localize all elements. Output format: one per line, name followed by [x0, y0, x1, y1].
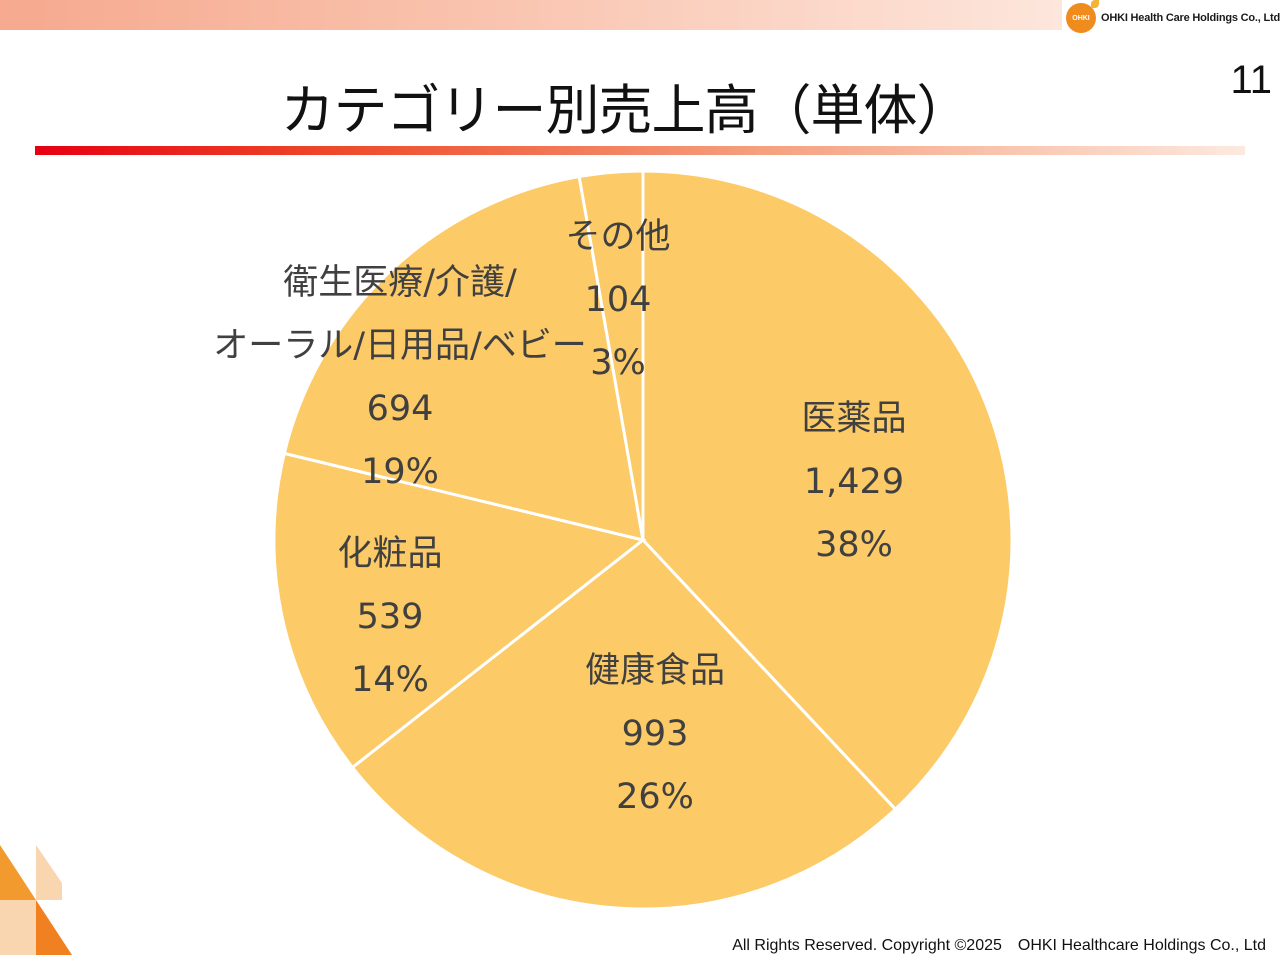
slice-name-2: 健康食品	[585, 651, 725, 691]
copyright-footer: All Rights Reserved. Copyright ©2025 OHK…	[732, 937, 1266, 954]
slice-value-4: 694	[367, 389, 434, 429]
slice-name-4: 衛生医療/介護/	[283, 263, 517, 303]
header-band	[0, 0, 1062, 30]
slice-percent-2: 26%	[616, 777, 694, 817]
deco-triangle-2	[36, 845, 62, 900]
slice-label-5: その他 104 3%	[565, 217, 670, 383]
slice-value-1: 1,429	[804, 462, 904, 502]
slice-label-2: 健康食品 993 26%	[585, 651, 725, 817]
slice-percent-5: 3%	[590, 343, 646, 383]
slice-value-3: 539	[357, 597, 424, 637]
corner-decoration	[0, 845, 72, 955]
logo-text: OHKI Health Care Holdings Co., Ltd.	[1101, 12, 1280, 24]
slice-name-1: 医薬品	[801, 399, 906, 439]
slice-value-2: 993	[622, 714, 689, 754]
slice-value-5: 104	[585, 280, 652, 320]
logo-leaf-icon	[1091, 0, 1099, 8]
deco-triangle-3	[0, 900, 36, 955]
pie-slice-5	[577, 169, 645, 541]
slice-name-3: 化粧品	[337, 534, 442, 574]
deco-triangle-1	[0, 845, 36, 900]
pie-slice-4	[282, 174, 645, 542]
slice-name-4: オーラル/日用品/ベビー	[213, 326, 587, 366]
slice-label-1: 医薬品 1,429 38%	[801, 399, 906, 565]
pie-slice-1	[641, 169, 1014, 812]
page-title: カテゴリー別売上高（単体）	[280, 79, 971, 142]
slice-percent-3: 14%	[351, 660, 429, 700]
logo-mark: OHKI	[1072, 14, 1090, 22]
title-underline	[35, 146, 1245, 155]
slice-name-5: その他	[565, 217, 670, 257]
company-logo: OHKI OHKI Health Care Holdings Co., Ltd.	[1066, 0, 1280, 33]
deco-triangle-4	[36, 900, 72, 955]
slice-label-3: 化粧品 539 14%	[337, 534, 442, 700]
slice-percent-1: 38%	[815, 525, 893, 565]
logo-orange-icon: OHKI	[1066, 0, 1099, 33]
pie-slice-2	[350, 537, 898, 911]
slice-percent-4: 19%	[361, 452, 439, 492]
slice-label-4: 衛生医療/介護/オーラル/日用品/ベビー 694 19%	[213, 263, 587, 492]
pie-slice-3	[272, 451, 647, 770]
page-number: 11	[1230, 58, 1272, 102]
